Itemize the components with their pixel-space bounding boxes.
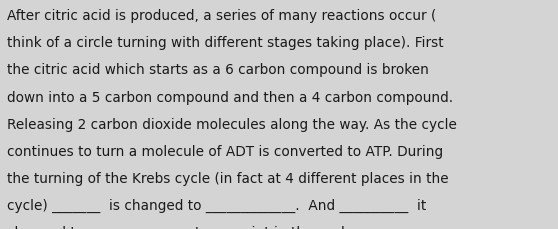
Text: After citric acid is produced, a series of many reactions occur (: After citric acid is produced, a series …	[7, 9, 436, 23]
Text: down into a 5 carbon compound and then a 4 carbon compound.: down into a 5 carbon compound and then a…	[7, 90, 453, 104]
Text: the turning of the Krebs cycle (in fact at 4 different places in the: the turning of the Krebs cycle (in fact …	[7, 171, 448, 185]
Text: the citric acid which starts as a 6 carbon compound is broken: the citric acid which starts as a 6 carb…	[7, 63, 429, 77]
Text: Releasing 2 carbon dioxide molecules along the way. As the cycle: Releasing 2 carbon dioxide molecules alo…	[7, 117, 456, 131]
Text: continues to turn a molecule of ADT is converted to ATP. During: continues to turn a molecule of ADT is c…	[7, 144, 443, 158]
Text: cycle) _______  is changed to _____________.  And __________  it: cycle) _______ is changed to ___________…	[7, 198, 426, 212]
Text: think of a circle turning with different stages taking place). First: think of a circle turning with different…	[7, 36, 443, 50]
Text: changed to _____________  at one point in the cycle.: changed to _____________ at one point in…	[7, 225, 357, 229]
